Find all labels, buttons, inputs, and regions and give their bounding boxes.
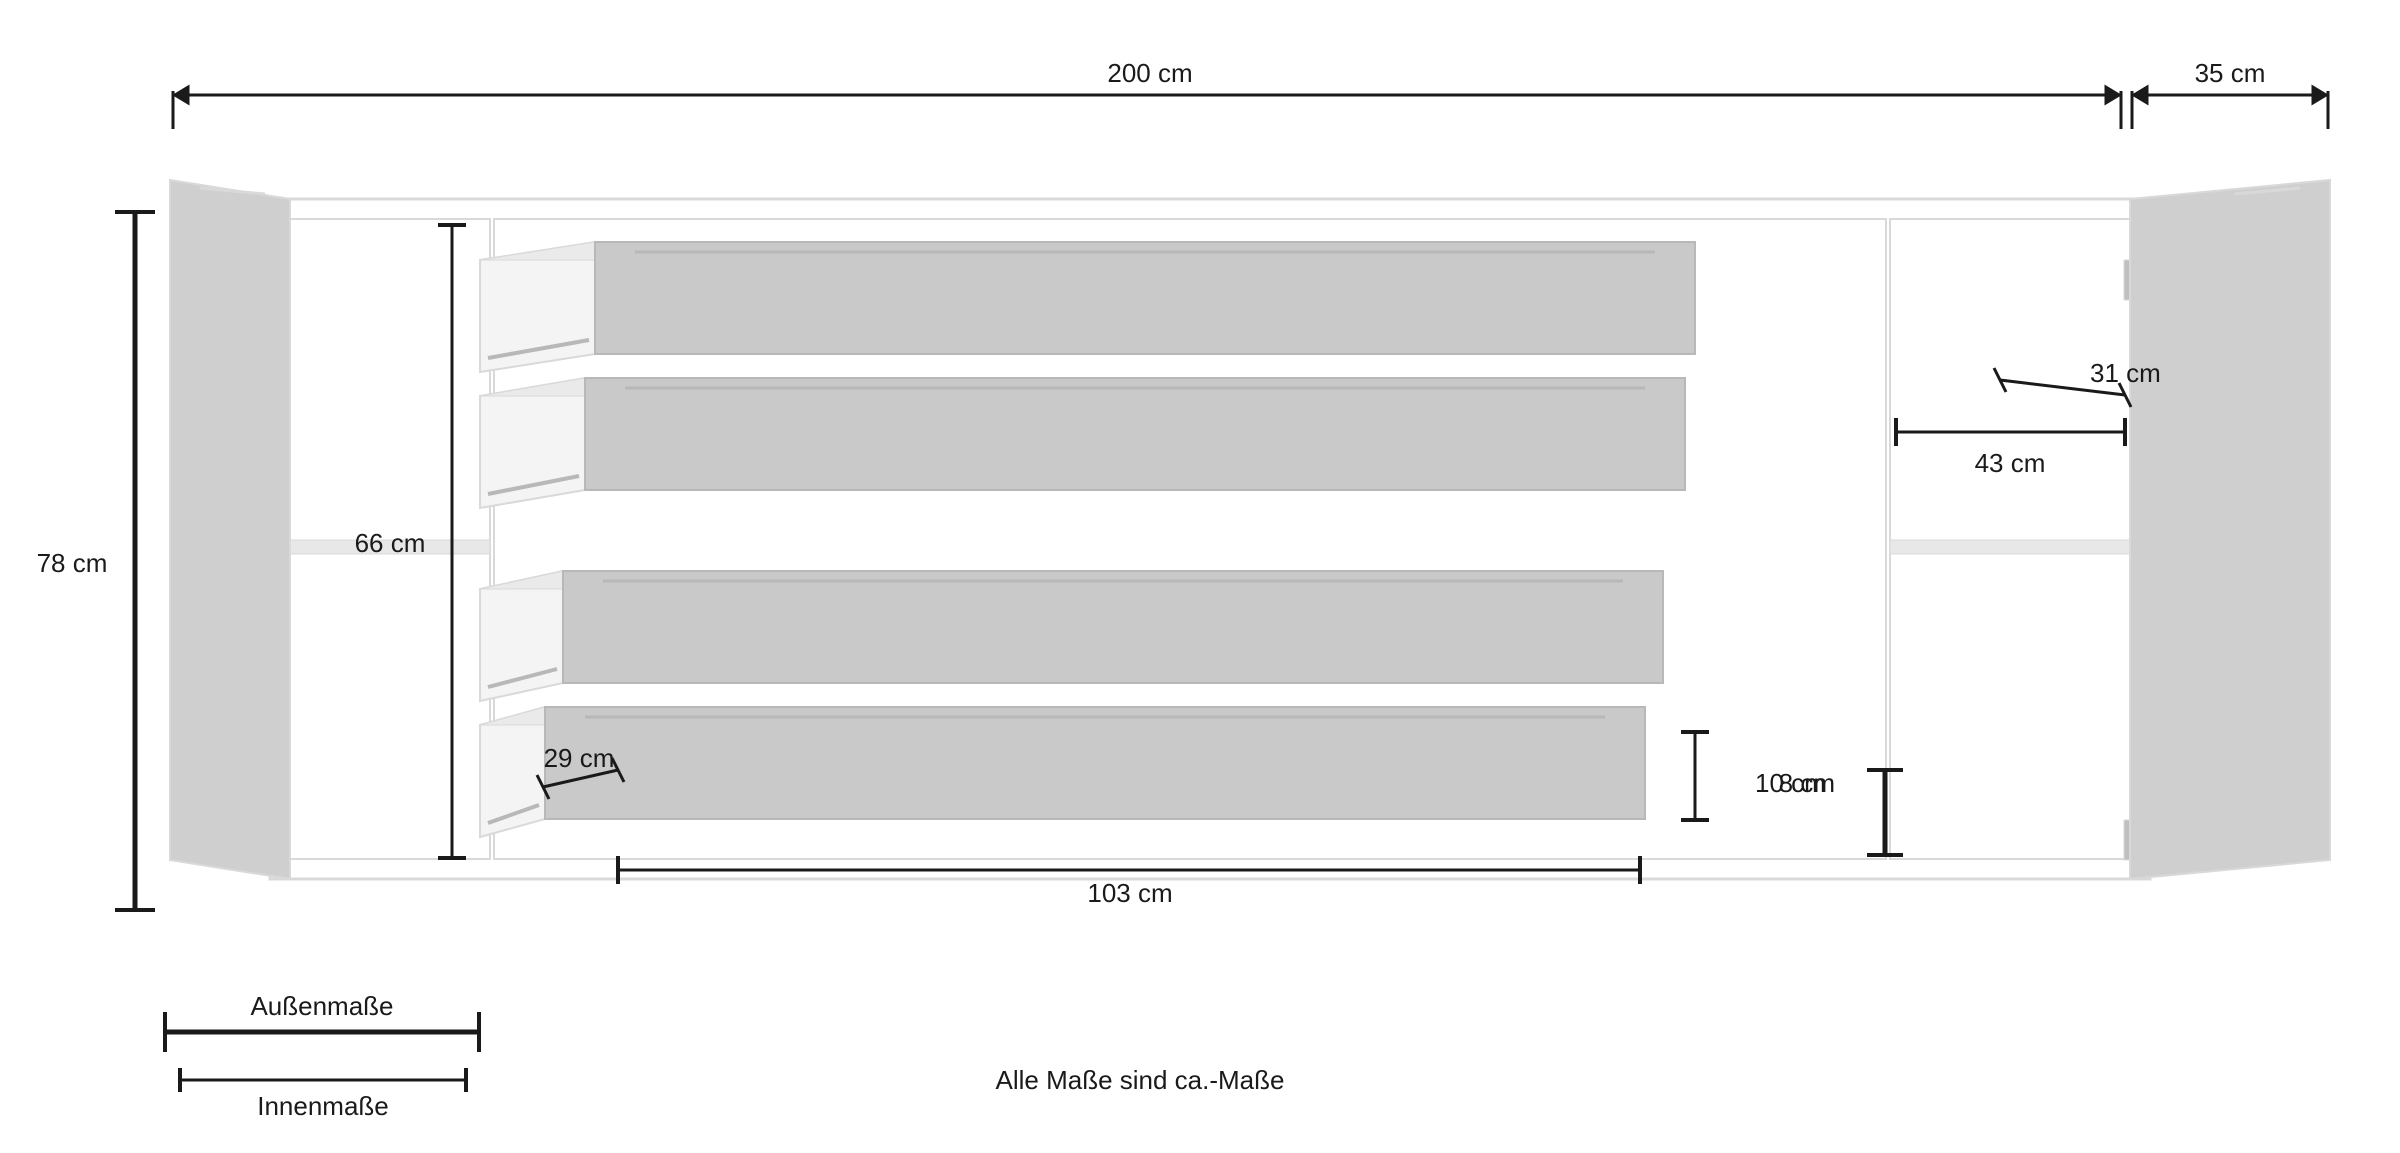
- dim-left-height-label: 78 cm: [37, 548, 108, 578]
- dim-plinth-height-label: 8 cm: [1779, 768, 1835, 798]
- legend-inner-label: Innenmaße: [257, 1091, 389, 1121]
- dim-top-width-label: 200 cm: [1107, 58, 1192, 88]
- dim-shelf-width-label: 43 cm: [1975, 448, 2046, 478]
- dim-drawer-depth-label: 29 cm: [544, 743, 615, 773]
- legend-outer-label: Außenmaße: [250, 991, 393, 1021]
- dim-shelf-depth-label: 31 cm: [2090, 358, 2161, 388]
- footer-note: Alle Maße sind ca.-Maße: [996, 1065, 1285, 1095]
- dim-drawer-width-label: 103 cm: [1087, 878, 1172, 908]
- dim-inner-height-label: 66 cm: [355, 528, 426, 558]
- dim-top-depth-label: 35 cm: [2195, 58, 2266, 88]
